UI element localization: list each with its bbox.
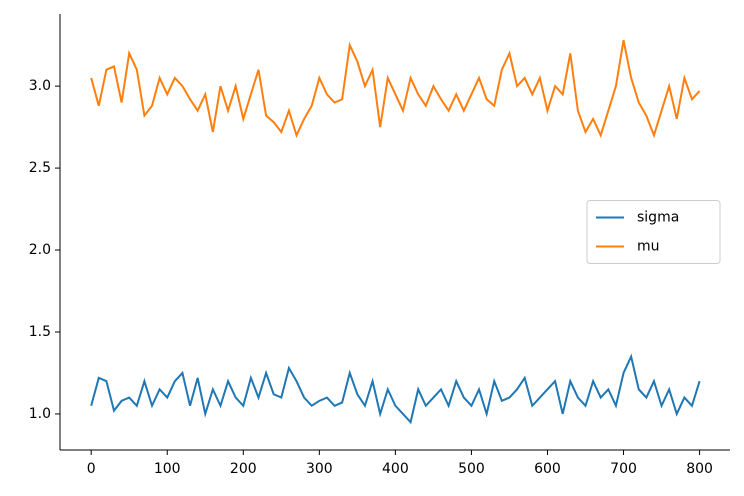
x-tick-label: 600: [534, 461, 561, 477]
y-tick-label: 1.0: [29, 406, 51, 422]
x-tick-label: 400: [382, 461, 409, 477]
y-tick-label: 1.5: [29, 324, 51, 340]
legend-box: [586, 200, 721, 264]
x-tick-label: 0: [87, 461, 96, 477]
series-line: [90, 40, 701, 139]
legend-label: sigma: [637, 210, 679, 226]
y-tick-label: 2.0: [29, 242, 51, 258]
x-tick-label: 200: [230, 461, 257, 477]
x-tick-label: 700: [610, 461, 637, 477]
x-tick-label: 500: [458, 461, 485, 477]
y-tick-label: 2.5: [29, 160, 51, 176]
x-tick-label: 300: [306, 461, 333, 477]
series-line: [90, 353, 701, 425]
y-tick-label: 3.0: [29, 78, 51, 94]
x-tick-label: 800: [686, 461, 713, 477]
x-tick-label: 100: [154, 461, 181, 477]
legend-label: mu: [637, 239, 660, 255]
